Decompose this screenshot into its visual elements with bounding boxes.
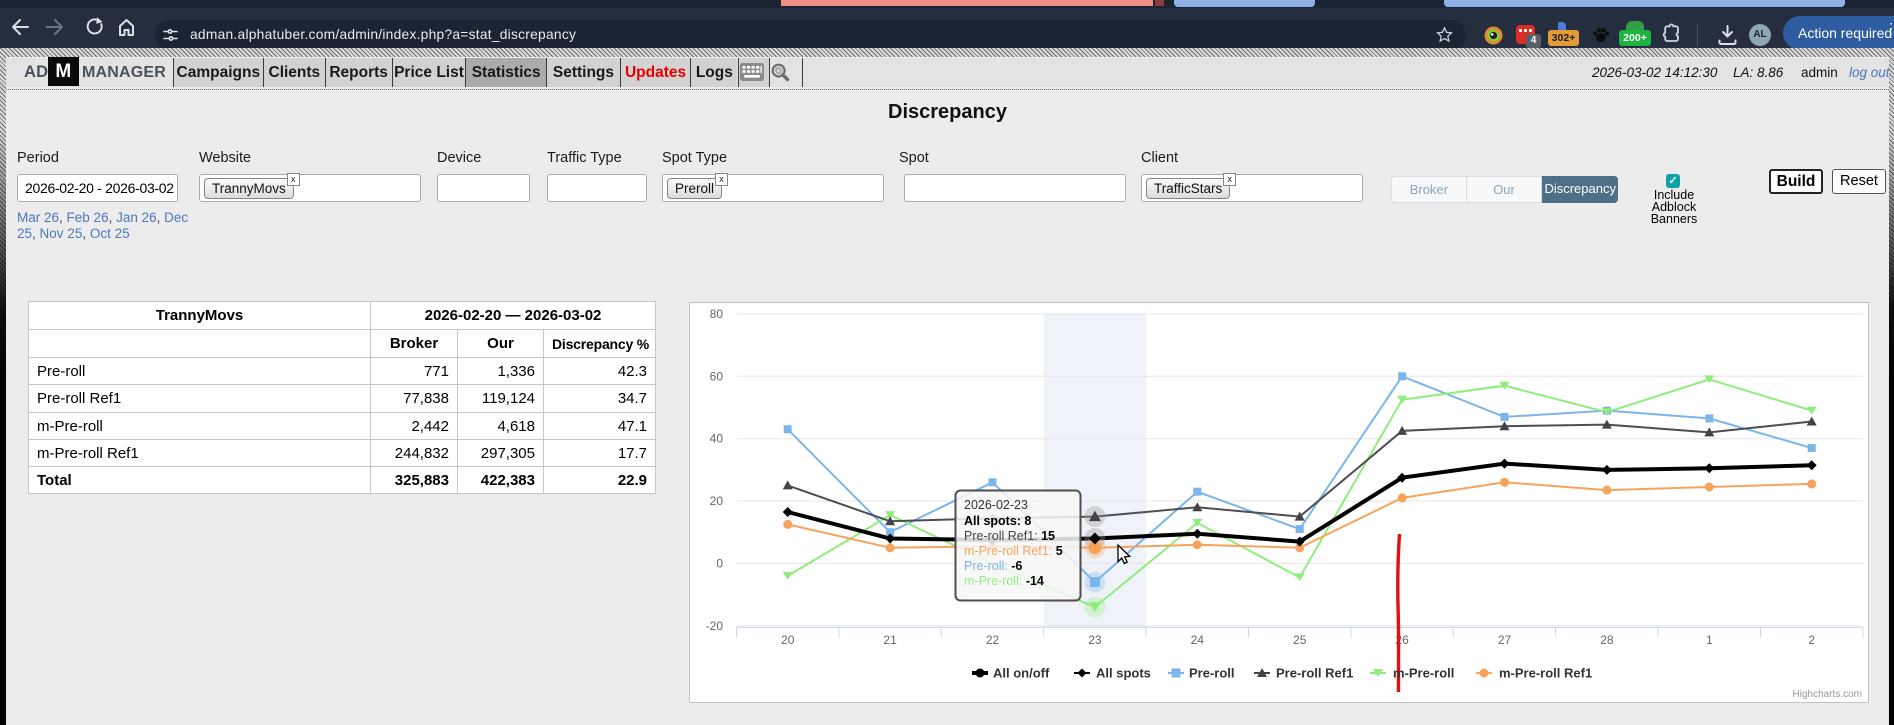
- svg-text:21: 21: [883, 633, 897, 647]
- svg-text:20: 20: [710, 494, 724, 508]
- svg-text:40: 40: [710, 432, 724, 446]
- svg-text:20: 20: [781, 633, 795, 647]
- svg-text:All on/off: All on/off: [993, 666, 1050, 681]
- svg-text:25: 25: [1293, 633, 1307, 647]
- svg-text:-20: -20: [706, 619, 724, 633]
- svg-text:All spots: 8: All spots: 8: [964, 514, 1031, 528]
- svg-text:2026-02-23: 2026-02-23: [964, 498, 1028, 512]
- svg-text:Highcharts.com: Highcharts.com: [1793, 689, 1862, 700]
- svg-text:m-Pre-roll: m-Pre-roll: [1393, 666, 1454, 681]
- svg-text:Pre-roll Ref1: Pre-roll Ref1: [1276, 666, 1353, 681]
- svg-text:m-Pre-roll Ref1: m-Pre-roll Ref1: [1499, 666, 1592, 681]
- svg-text:28: 28: [1600, 633, 1614, 647]
- svg-text:1: 1: [1706, 633, 1713, 647]
- svg-text:23: 23: [1088, 633, 1102, 647]
- svg-text:Pre-roll: -6: Pre-roll: -6: [964, 559, 1022, 573]
- svg-text:m-Pre-roll: -14: m-Pre-roll: -14: [964, 574, 1044, 588]
- svg-text:27: 27: [1498, 633, 1512, 647]
- svg-text:24: 24: [1191, 633, 1205, 647]
- svg-text:2: 2: [1808, 633, 1815, 647]
- svg-text:All spots: All spots: [1096, 666, 1151, 681]
- svg-text:Pre-roll Ref1: 15: Pre-roll Ref1: 15: [964, 529, 1055, 543]
- svg-text:0: 0: [716, 556, 723, 570]
- svg-text:22: 22: [986, 633, 1000, 647]
- svg-text:80: 80: [710, 307, 724, 321]
- svg-text:60: 60: [710, 369, 724, 383]
- svg-text:m-Pre-roll Ref1: 5: m-Pre-roll Ref1: 5: [964, 544, 1063, 558]
- svg-text:Pre-roll: Pre-roll: [1189, 666, 1235, 681]
